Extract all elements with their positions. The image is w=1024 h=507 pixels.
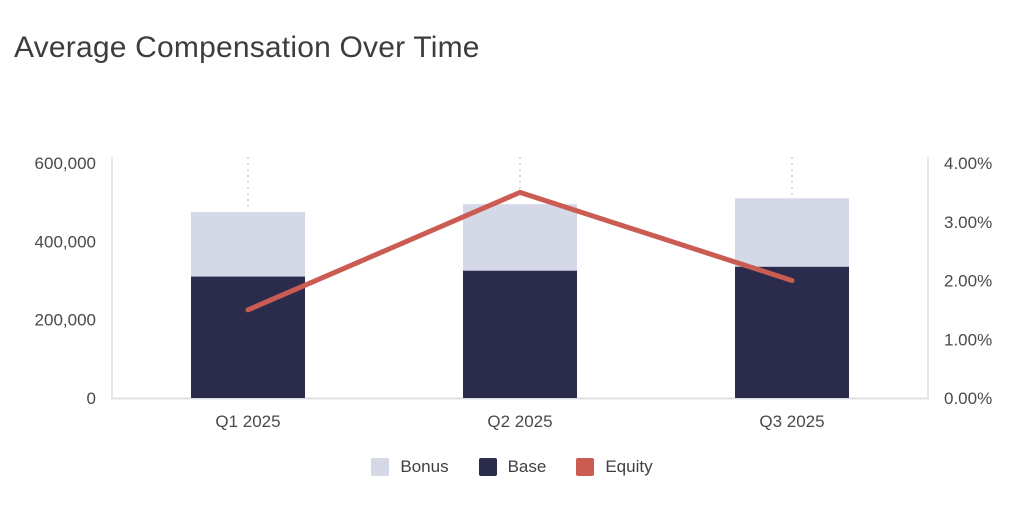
base-swatch-icon xyxy=(478,458,497,476)
equity-line[interactable] xyxy=(245,189,795,313)
left-axis-tick-label: 200,000 xyxy=(35,311,96,330)
right-axis-tick-label: 4.00% xyxy=(944,154,992,173)
x-axis-category-label: Q2 2025 xyxy=(487,412,552,431)
legend-item-bonus[interactable]: Bonus xyxy=(371,457,449,477)
legend-label: Bonus xyxy=(400,457,449,476)
bar-segment-bonus[interactable] xyxy=(191,211,305,277)
bar-segment-base[interactable] xyxy=(735,266,849,398)
bar-segment-base[interactable] xyxy=(191,276,305,398)
bar-segment-bonus[interactable] xyxy=(735,198,849,267)
legend-label: Equity xyxy=(605,457,653,476)
left-axis-tick-label: 400,000 xyxy=(35,232,96,251)
right-axis-tick-label: 0.00% xyxy=(944,389,992,408)
bar-segment-bonus[interactable] xyxy=(463,204,577,271)
x-axis-category-label: Q3 2025 xyxy=(759,412,824,431)
legend-label: Base xyxy=(507,457,547,476)
left-axis-tick-label: 600,000 xyxy=(35,154,96,173)
legend-item-base[interactable]: Base xyxy=(478,457,547,477)
left-axis-tick-label: 0 xyxy=(87,389,96,408)
right-axis-tick-label: 1.00% xyxy=(944,330,992,349)
bonus-swatch-icon xyxy=(371,458,390,476)
right-axis-tick-label: 3.00% xyxy=(944,213,992,232)
chart-legend: Bonus Base Equity xyxy=(0,457,1024,477)
bar-segment-base[interactable] xyxy=(463,270,577,398)
equity-swatch-icon xyxy=(576,458,595,476)
chart-title: Average Compensation Over Time xyxy=(14,31,480,64)
right-axis-tick-label: 2.00% xyxy=(944,272,992,291)
x-axis-category-label: Q1 2025 xyxy=(215,412,280,431)
legend-item-equity[interactable]: Equity xyxy=(576,457,653,477)
